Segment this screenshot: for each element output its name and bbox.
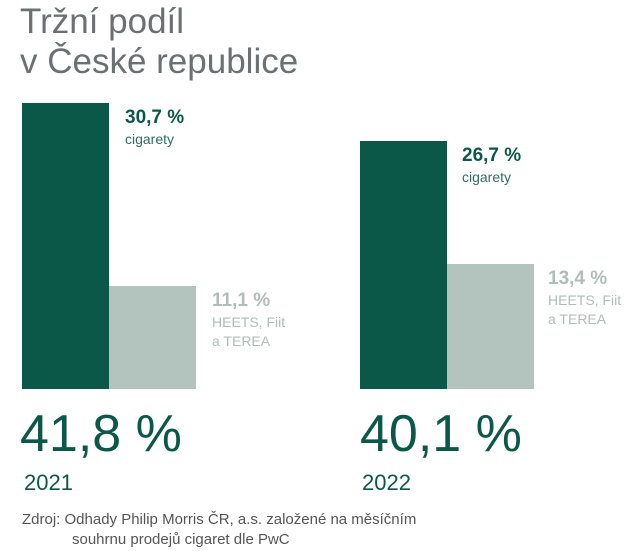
- heated-name-line1: HEETS, Fiit: [548, 292, 622, 309]
- label-2021-heated-value: 11,1 %: [212, 289, 271, 311]
- source-note: Zdroj: Odhady Philip Morris ČR, a.s. zal…: [22, 510, 416, 550]
- title-line-1: Tržní podíl: [20, 2, 185, 41]
- heated-name-line2: a TEREA: [548, 311, 607, 328]
- bar-2021-heated: [109, 285, 196, 389]
- title-line-2: v České republice: [20, 42, 299, 81]
- bar-2022-cigarettes: [360, 140, 447, 389]
- bar-2022-heated: [447, 264, 534, 389]
- label-2022-heated-name: HEETS, Fiit a TEREA: [548, 291, 621, 329]
- label-2021-cigarettes-name: cigarety: [125, 131, 175, 148]
- label-2021-heated-name: HEETS, Fiit a TEREA: [212, 313, 285, 351]
- label-2022-cigarettes-value: 26,7 %: [462, 144, 522, 166]
- bar-2021-cigarettes: [22, 103, 109, 389]
- heated-name-line1: HEETS, Fiit: [212, 313, 286, 330]
- year-2021: 2021: [24, 470, 73, 495]
- source-line-1: Zdroj: Odhady Philip Morris ČR, a.s. zal…: [22, 511, 417, 528]
- source-line-2: souhrnu prodejů cigaret dle PwC: [72, 531, 290, 548]
- heated-name-line2: a TEREA: [212, 332, 271, 349]
- total-2022: 40,1 %: [360, 405, 522, 463]
- label-2021-cigarettes-value: 30,7 %: [125, 107, 185, 129]
- label-2022-cigarettes-name: cigarety: [462, 168, 512, 185]
- total-2021: 41,8 %: [20, 405, 182, 463]
- year-2022: 2022: [362, 470, 411, 495]
- label-2022-heated-value: 13,4 %: [548, 268, 608, 290]
